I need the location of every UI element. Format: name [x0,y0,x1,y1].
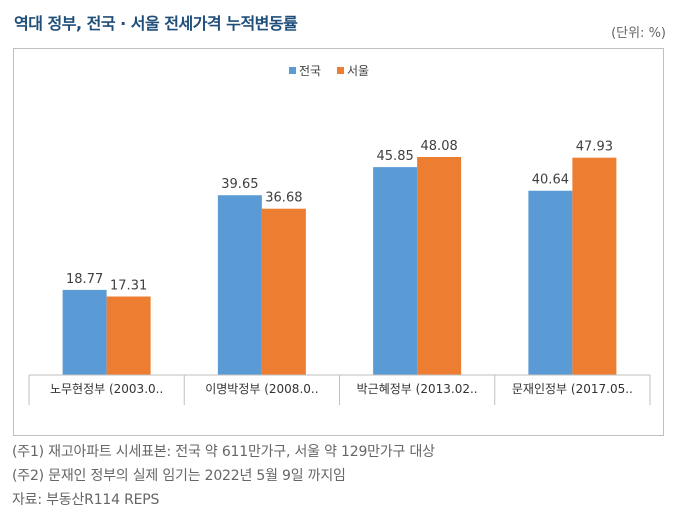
source-note: 자료: 부동산R114 REPS [12,492,160,508]
legend-label-2: 서울 [347,64,369,78]
data-label-2-3: 48.08 [421,139,458,154]
x-tick-label-2: 이명박정부 (2008.0.. [205,382,318,396]
bar-1-4 [528,190,573,375]
x-tick-label-3: 박근혜정부 (2013.02.. [357,382,478,396]
chart-area: 전국 서울 18.77 17.31 노무현정부 (2003.0.. 39.65 36.68 이… [13,48,664,436]
data-label-1-4: 40.64 [532,173,569,188]
bar-1-1 [62,289,107,375]
x-tick-label-4: 문재인정부 (2017.05.. [512,382,633,396]
legend-label-1: 전국 [299,64,321,78]
legend-swatch-2 [337,67,344,74]
data-label-1-1: 18.77 [66,272,103,287]
chart-title: 역대 정부, 전국 · 서울 전세가격 누적변동률 [14,14,298,33]
bar-2-1 [106,296,151,375]
bar-2-2 [261,208,306,375]
x-tick-label-1: 노무현정부 (2003.0.. [50,382,163,396]
unit-label: (단위: %) [611,26,666,41]
footnote-2: (주2) 문재인 정부의 실제 임기는 2022년 5월 9일 까지임 [12,468,346,484]
legend-swatch-1 [289,67,296,74]
data-label-1-3: 45.85 [377,149,414,164]
data-label-2-1: 17.31 [110,279,147,294]
footnotes: (주1) 재고아파트 시세표본: 전국 약 611만가구, 서울 약 129만가… [12,440,435,512]
data-label-1-2: 39.65 [221,177,258,192]
footnote-1: (주1) 재고아파트 시세표본: 전국 약 611만가구, 서울 약 129만가… [12,444,435,460]
data-label-2-2: 36.68 [265,191,302,206]
bar-1-3 [373,167,418,375]
bar-2-4 [572,157,617,375]
data-label-2-4: 47.93 [576,140,613,155]
bar-2-3 [417,157,462,375]
bar-1-2 [217,195,262,375]
bar-chart: 전국 서울 18.77 17.31 노무현정부 (2003.0.. 39.65 36.68 이… [28,64,651,405]
